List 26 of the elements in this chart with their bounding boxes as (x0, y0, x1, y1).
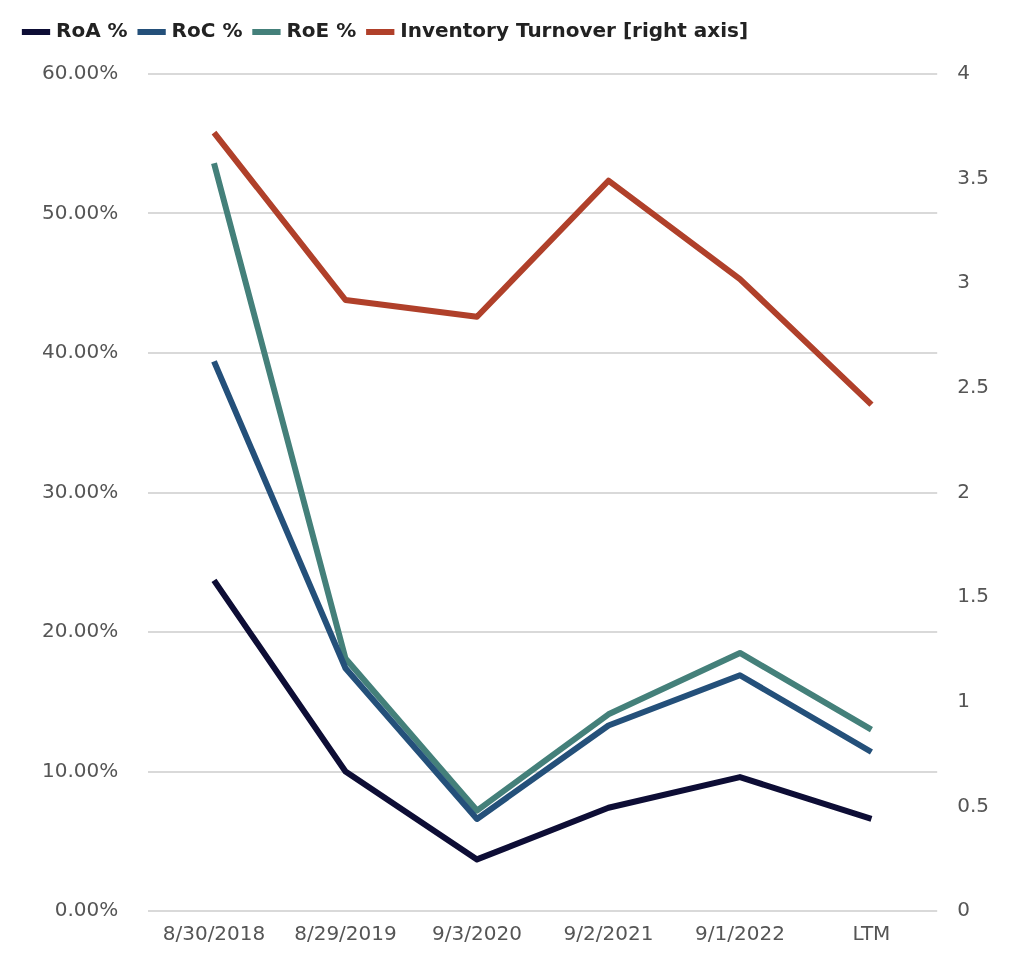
x-tick-label: 8/30/2018 (162, 921, 266, 946)
legend-label: RoC % (171, 18, 243, 43)
y2-tick-label: 0.5 (957, 792, 990, 817)
y-tick-label: 60.00% (41, 60, 119, 85)
x-tick-label: 9/2/2021 (563, 921, 654, 946)
x-tick-label: LTM (852, 921, 891, 946)
y-tick-label: 10.00% (41, 757, 119, 782)
x-tick-label: 8/29/2019 (294, 921, 397, 946)
y2-tick-label: 4 (957, 60, 970, 85)
y2-tick-label: 0 (957, 897, 970, 922)
y-tick-label: 50.00% (41, 199, 119, 224)
x-tick-label: 9/3/2020 (432, 921, 522, 946)
y-tick-label: 40.00% (41, 339, 119, 364)
y2-tick-label: 2 (957, 478, 970, 503)
legend-label: Inventory Turnover [right axis] (400, 18, 749, 43)
y2-tick-label: 1.5 (957, 583, 990, 608)
y2-tick-label: 1 (957, 687, 970, 712)
x-tick-label: 9/1/2022 (695, 921, 785, 946)
y-tick-label: 30.00% (41, 478, 119, 503)
legend-label: RoA % (56, 18, 128, 43)
y2-tick-label: 3.5 (957, 164, 990, 189)
legend-label: RoE % (286, 18, 357, 43)
y-tick-label: 20.00% (41, 618, 119, 643)
y-tick-label: 0.00% (54, 897, 119, 922)
y2-tick-label: 3 (957, 269, 970, 294)
y2-tick-label: 2.5 (957, 374, 990, 399)
